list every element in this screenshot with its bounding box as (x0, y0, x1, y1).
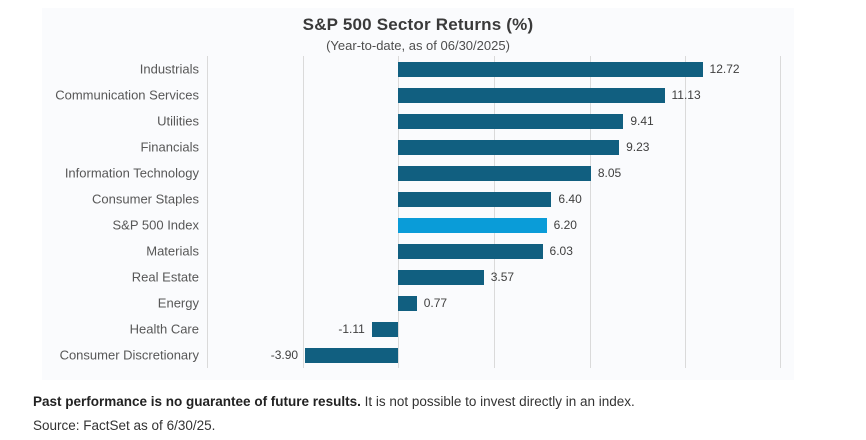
value-label: 6.03 (549, 244, 573, 258)
gridline (780, 56, 781, 368)
category-label: Consumer Discretionary (59, 347, 199, 363)
disclaimer-line: Past performance is no guarantee of futu… (33, 390, 635, 414)
bar (398, 139, 620, 155)
category-label: Real Estate (131, 269, 199, 285)
category-label: Consumer Staples (92, 191, 199, 207)
category-label: Communication Services (55, 87, 199, 103)
bar-row: Utilities 9.41 (157, 108, 781, 134)
bar-row: Industrials 12.72 (140, 56, 781, 82)
bar (398, 113, 624, 129)
value-label: 12.72 (709, 62, 740, 76)
value-label: -3.90 (270, 348, 299, 362)
bar-row: Financials 9.23 (140, 134, 781, 160)
chart-subtitle: (Year-to-date, as of 06/30/2025) (326, 38, 510, 53)
category-label: Financials (140, 139, 199, 155)
value-label: 3.57 (490, 270, 515, 284)
bar-row: Consumer Discretionary -3.90 (60, 342, 781, 368)
gridline (589, 56, 591, 368)
value-label: 6.20 (553, 218, 577, 232)
gridline (302, 56, 304, 368)
bar (398, 87, 665, 103)
bar-row: Consumer Staples 6.40 (92, 186, 781, 212)
bar (398, 295, 417, 311)
chart-title: S&P 500 Sector Returns (%) (302, 15, 534, 34)
category-label: Health Care (129, 321, 199, 337)
bar (398, 243, 543, 259)
category-label: S&P 500 Index (112, 217, 200, 233)
bar-row: Communication Services 11.13 (55, 82, 781, 108)
category-label: Information Technology (64, 165, 199, 181)
gridline (685, 56, 687, 368)
disclaimer-bold-text: Past performance is no guarantee of futu… (33, 394, 361, 409)
category-label: Utilities (157, 113, 199, 129)
source-line: Source: FactSet as of 6/30/25. (33, 418, 216, 433)
value-label: 6.40 (558, 192, 582, 206)
footer: Past performance is no guarantee of futu… (33, 390, 635, 438)
value-label: 9.23 (626, 140, 650, 154)
bar (371, 321, 399, 337)
bar-row: Information Technology 8.05 (65, 160, 781, 186)
category-label: Materials (146, 243, 199, 259)
bar-row: Energy 0.77 (158, 290, 781, 316)
bar-row: Materials 6.03 (146, 238, 781, 264)
bar-row: Health Care -1.11 (130, 316, 781, 342)
value-label: 9.41 (630, 114, 654, 128)
bar (305, 347, 399, 363)
category-label: Industrials (139, 61, 199, 77)
bar (398, 269, 484, 285)
bar (398, 191, 552, 207)
bar-highlighted (398, 217, 547, 233)
value-label: 11.13 (671, 88, 701, 102)
category-label: Energy (157, 295, 199, 311)
disclaimer-rest-text: It is not possible to invest directly in… (364, 394, 635, 409)
bar-row: S&P 500 Index 6.20 (113, 212, 781, 238)
value-label: 8.05 (597, 166, 622, 180)
gridline (494, 56, 495, 368)
plot-area: Industrials 12.72 Communication Services 11… (55, 56, 781, 368)
bar (398, 165, 591, 181)
chart-panel: S&P 500 Sector Returns (%) (Year-to-date… (42, 8, 794, 380)
value-label: 0.77 (423, 296, 448, 310)
bar-row: Real Estate 3.57 (132, 264, 781, 290)
gridline (398, 56, 400, 368)
value-label: -1.11 (338, 322, 365, 336)
gridline (207, 56, 208, 368)
bar (398, 61, 703, 77)
